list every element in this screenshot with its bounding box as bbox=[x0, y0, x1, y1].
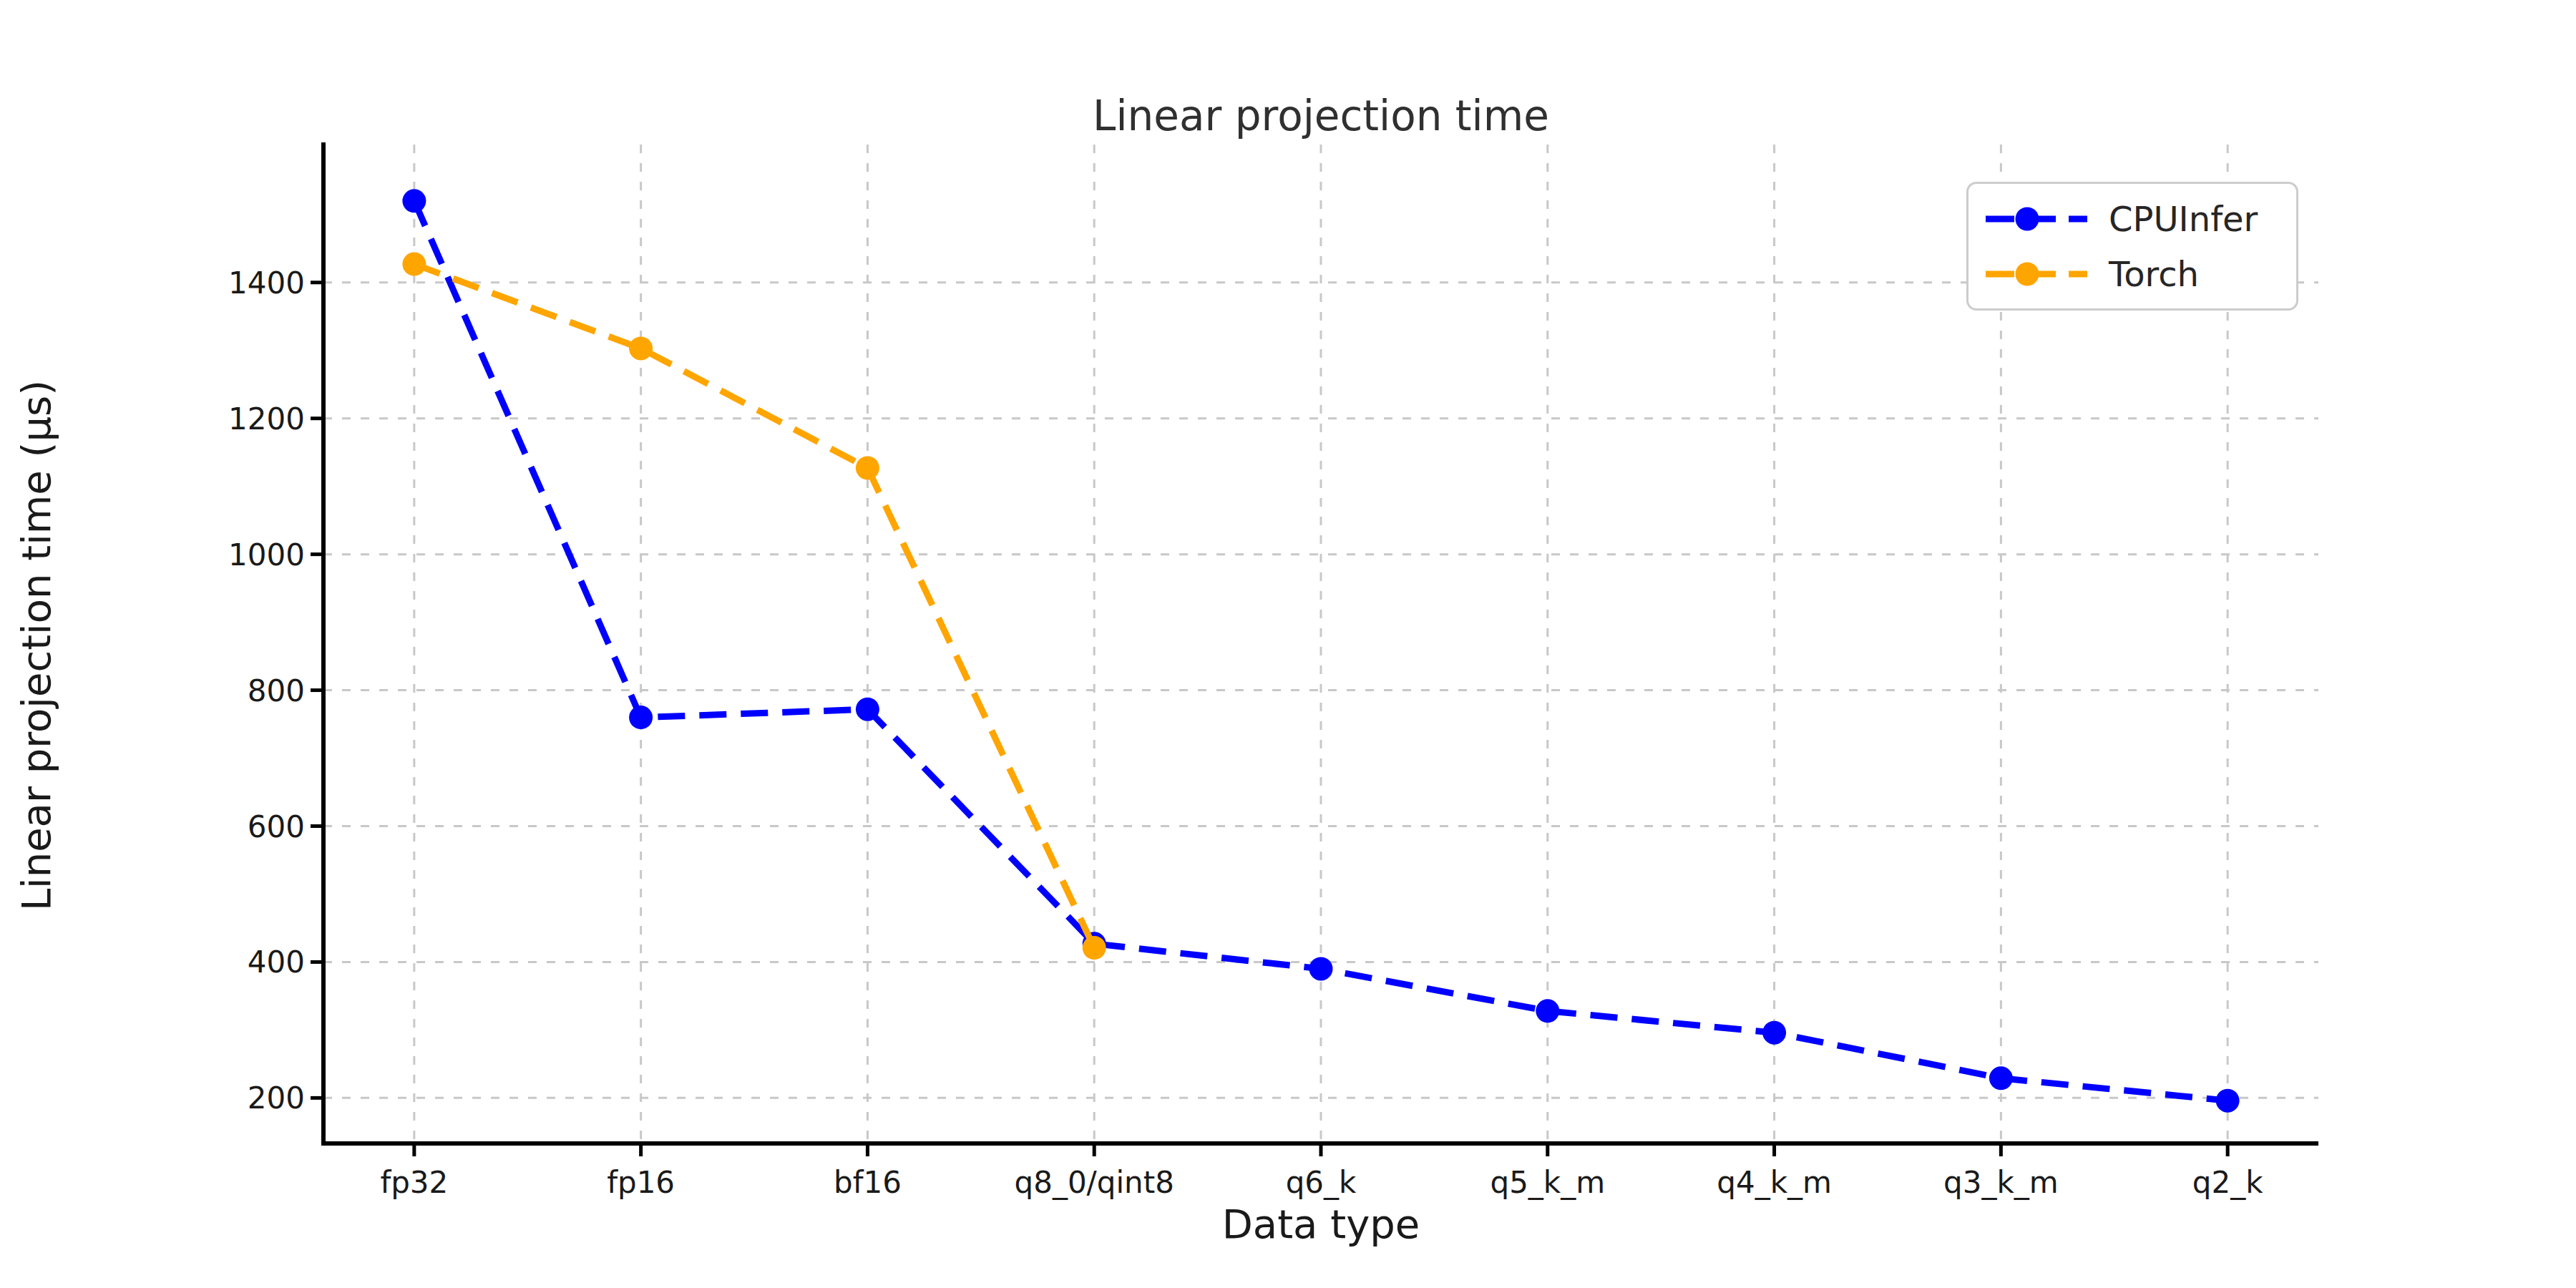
data-point-torch-q8_0/qint8 bbox=[1083, 936, 1106, 960]
y-tick-label: 1000 bbox=[228, 537, 305, 572]
legend-item-cpuinfer: CPUInfer bbox=[1983, 202, 2282, 236]
x-axis-label: Data type bbox=[323, 1201, 2318, 1247]
y-tick-label: 1200 bbox=[228, 401, 305, 436]
x-tick-label: q5_k_m bbox=[1490, 1165, 1605, 1200]
data-point-cpuinfer-q3_k_m bbox=[1989, 1066, 2013, 1090]
series-line-torch bbox=[414, 264, 1094, 947]
data-point-cpuinfer-bf16 bbox=[856, 698, 879, 721]
data-point-cpuinfer-q5_k_m bbox=[1536, 999, 1559, 1023]
data-point-cpuinfer-fp32 bbox=[402, 189, 426, 213]
y-axis-label: Linear projection time (µs) bbox=[13, 145, 56, 1146]
x-tick-label: bf16 bbox=[834, 1165, 902, 1200]
data-point-cpuinfer-fp16 bbox=[629, 706, 653, 729]
x-tick-label: q2_k bbox=[2192, 1165, 2263, 1200]
cpuinfer-line-swatch-icon bbox=[1983, 205, 2090, 233]
data-point-torch-fp32 bbox=[402, 253, 426, 276]
x-tick-label: q3_k_m bbox=[1943, 1165, 2059, 1200]
y-tick-label: 400 bbox=[248, 945, 305, 980]
legend-item-torch: Torch bbox=[1983, 257, 2282, 291]
legend-label-torch: Torch bbox=[2109, 257, 2199, 291]
chart-title: Linear projection time bbox=[323, 92, 2318, 140]
data-point-cpuinfer-q4_k_m bbox=[1762, 1021, 1786, 1045]
y-tick-label: 1400 bbox=[228, 265, 305, 300]
data-point-torch-fp16 bbox=[629, 336, 653, 360]
figure: Linear projection time Linear projection… bbox=[0, 0, 2576, 1288]
y-tick-label: 600 bbox=[248, 809, 305, 844]
x-tick-label: q8_0/qint8 bbox=[1015, 1165, 1174, 1200]
data-point-cpuinfer-q6_k bbox=[1309, 957, 1333, 980]
x-tick-label: fp32 bbox=[380, 1165, 448, 1200]
y-tick-label: 800 bbox=[248, 673, 305, 708]
x-tick-label: q6_k bbox=[1286, 1165, 1357, 1200]
data-point-cpuinfer-q2_k bbox=[2216, 1089, 2240, 1113]
legend: CPUInfer Torch bbox=[1966, 182, 2298, 311]
torch-line-swatch-icon bbox=[1983, 260, 2090, 288]
y-tick-label: 200 bbox=[248, 1080, 305, 1116]
data-point-torch-bf16 bbox=[856, 457, 879, 480]
legend-label-cpuinfer: CPUInfer bbox=[2109, 202, 2258, 236]
x-tick-label: fp16 bbox=[607, 1165, 675, 1200]
x-tick-label: q4_k_m bbox=[1717, 1165, 1832, 1200]
